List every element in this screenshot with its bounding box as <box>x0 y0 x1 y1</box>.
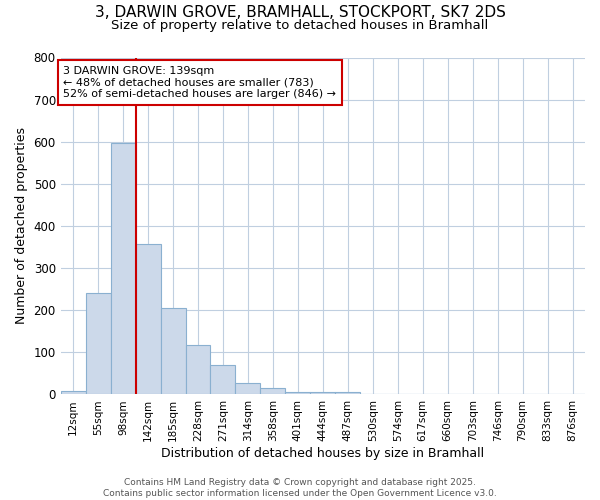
Bar <box>286 392 310 394</box>
X-axis label: Distribution of detached houses by size in Bramhall: Distribution of detached houses by size … <box>161 447 484 460</box>
Text: 3, DARWIN GROVE, BRAMHALL, STOCKPORT, SK7 2DS: 3, DARWIN GROVE, BRAMHALL, STOCKPORT, SK… <box>95 5 505 20</box>
Bar <box>86 292 110 394</box>
Text: 3 DARWIN GROVE: 139sqm
← 48% of detached houses are smaller (783)
52% of semi-de: 3 DARWIN GROVE: 139sqm ← 48% of detached… <box>63 66 336 99</box>
Bar <box>235 382 260 394</box>
Bar <box>136 244 161 394</box>
Text: Contains HM Land Registry data © Crown copyright and database right 2025.
Contai: Contains HM Land Registry data © Crown c… <box>103 478 497 498</box>
Bar <box>110 144 136 394</box>
Bar <box>260 388 286 394</box>
Bar <box>185 345 211 395</box>
Bar <box>211 364 235 394</box>
Bar <box>161 308 185 394</box>
Text: Size of property relative to detached houses in Bramhall: Size of property relative to detached ho… <box>112 19 488 32</box>
Y-axis label: Number of detached properties: Number of detached properties <box>15 128 28 324</box>
Bar <box>310 392 335 394</box>
Bar <box>61 391 86 394</box>
Bar <box>335 392 360 394</box>
